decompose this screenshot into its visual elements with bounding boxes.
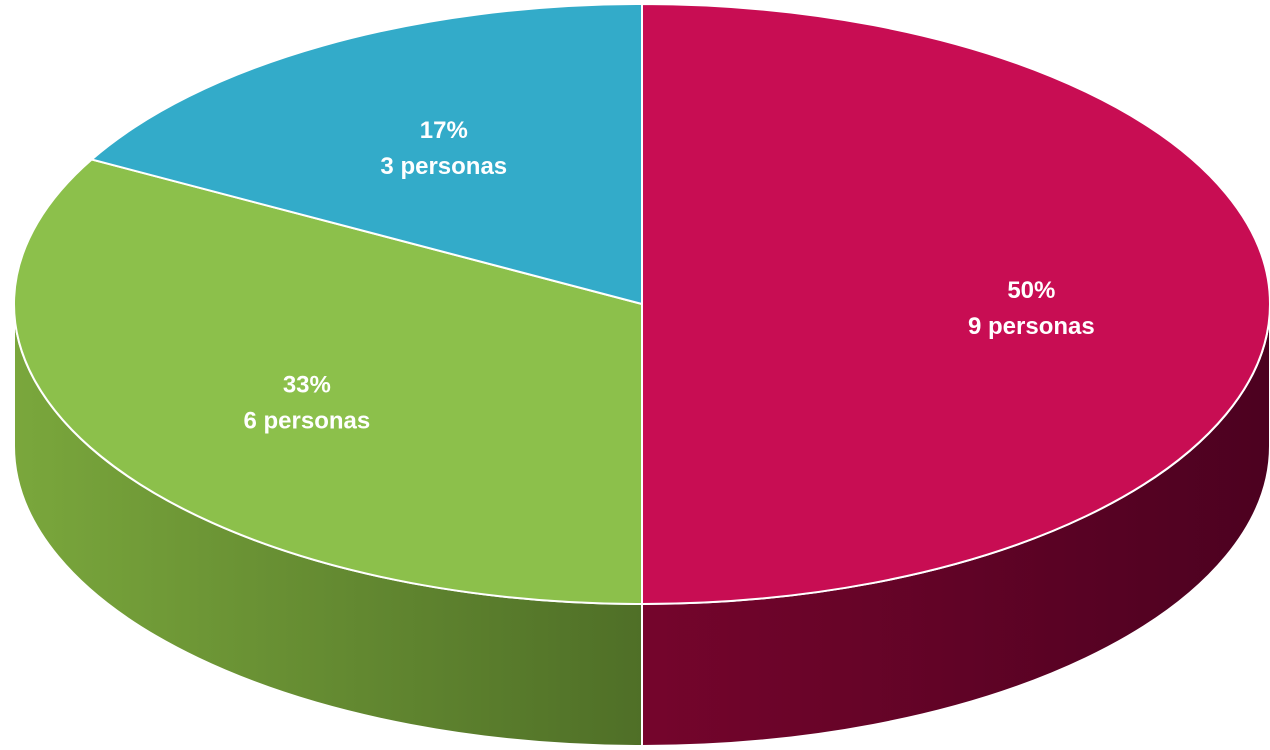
slice-2-count-label: 3 personas (380, 153, 507, 180)
slice-2-percent-label: 17% (420, 117, 468, 144)
slice-0-count-label: 9 personas (968, 313, 1095, 340)
slice-0-percent-label: 50% (1007, 277, 1055, 304)
slice-1-count-label: 6 personas (243, 408, 370, 435)
pie-slice-1 (13, 158, 643, 606)
slice-1-percent-label: 33% (283, 372, 331, 399)
pie-slice-2 (89, 2, 643, 306)
